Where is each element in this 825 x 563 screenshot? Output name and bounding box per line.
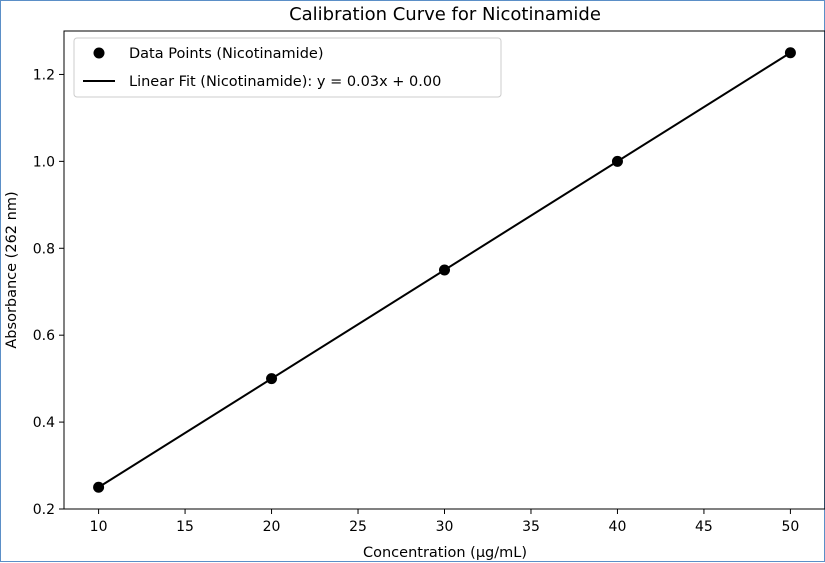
chart-title: Calibration Curve for Nicotinamide (289, 4, 601, 25)
x-tick-label: 40 (609, 519, 627, 535)
legend-marker-data-points (93, 47, 105, 59)
legend-label-data-points: Data Points (Nicotinamide) (129, 46, 324, 62)
x-tick-label: 10 (90, 519, 108, 535)
y-tick-label: 1.2 (33, 67, 55, 83)
axis-ticks: 10 15 20 25 30 35 40 45 50 0.2 0.4 0.6 0.8 1.0 1.2 (33, 67, 800, 535)
y-tick-label: 0.2 (33, 502, 55, 518)
x-tick-label: 45 (695, 519, 713, 535)
data-point (611, 155, 623, 167)
y-tick-label: 0.4 (33, 415, 55, 431)
legend-label-linear-fit: Linear Fit (Nicotinamide): y = 0.03x + 0… (129, 74, 441, 90)
x-tick-label: 15 (176, 519, 194, 535)
x-tick-label: 35 (522, 519, 540, 535)
x-tick-label: 20 (263, 519, 281, 535)
data-point (266, 373, 278, 385)
x-axis-label: Concentration (µg/mL) (363, 545, 527, 561)
y-tick-label: 0.6 (33, 328, 55, 344)
x-tick-label: 25 (349, 519, 367, 535)
legend: Data Points (Nicotinamide) Linear Fit (N… (73, 37, 502, 98)
x-tick-label: 50 (781, 519, 799, 535)
legend-box (73, 37, 502, 98)
y-tick-label: 0.8 (33, 241, 55, 257)
y-tick-label: 1.0 (33, 154, 55, 170)
data-point (439, 264, 450, 276)
y-axis-label: Absorbance (262 nm) (4, 191, 20, 348)
chart-marks (93, 47, 796, 493)
x-tick-label: 30 (436, 519, 454, 535)
data-point (93, 481, 105, 493)
plot-area-border (63, 30, 825, 510)
data-point (784, 47, 796, 59)
